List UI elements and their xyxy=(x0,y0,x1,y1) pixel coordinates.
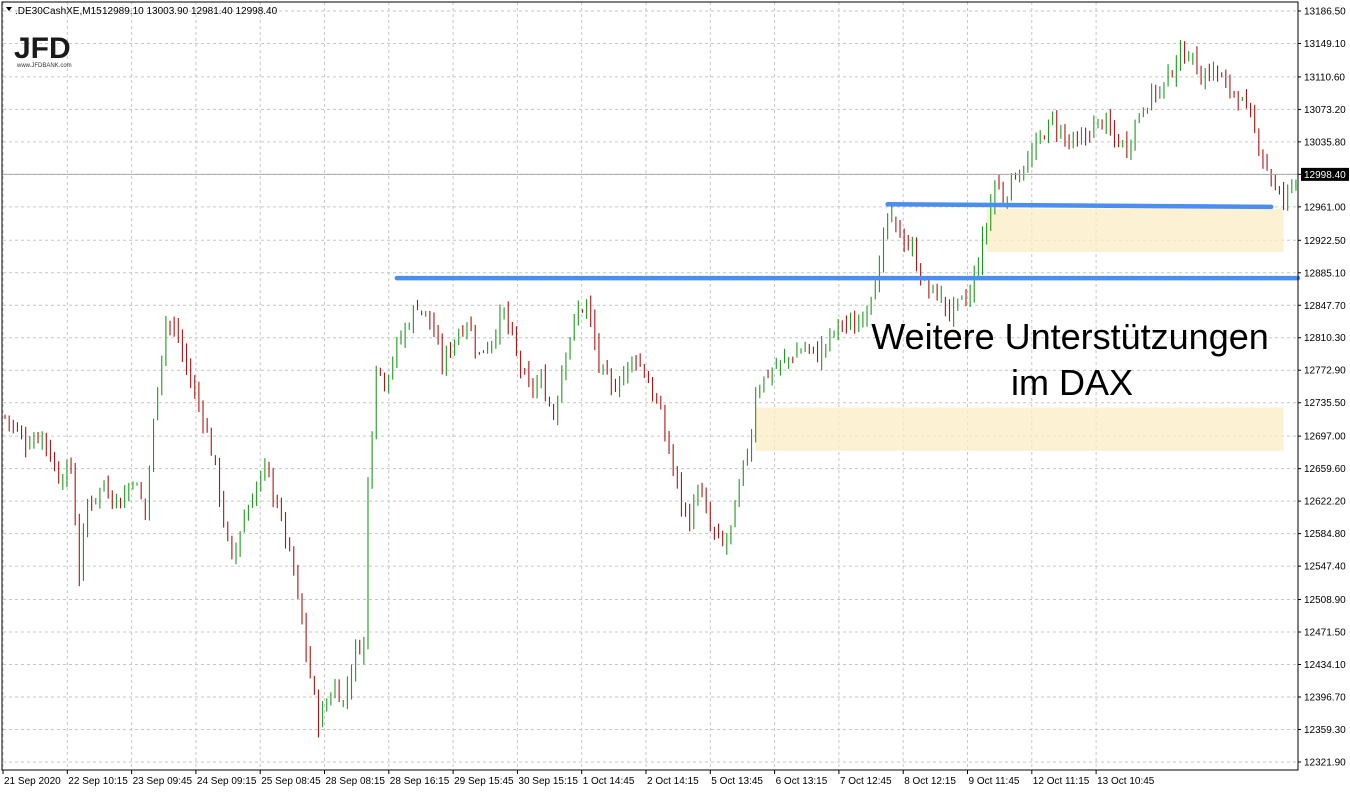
y-tick-label: 12697.00 xyxy=(1304,432,1346,443)
x-tick-label: 2 Oct 14:15 xyxy=(647,776,699,787)
jfd-logo: JFD www.JFDBANK.com xyxy=(14,32,72,69)
annotation-line-2: im DAX xyxy=(1011,362,1133,403)
x-tick-label: 9 Oct 11:45 xyxy=(969,776,1020,787)
x-tick-label: 7 Oct 12:45 xyxy=(840,776,892,787)
x-tick-label: 13 Oct 10:45 xyxy=(1097,776,1155,787)
y-tick-label: 12810.30 xyxy=(1304,333,1346,344)
x-tick-label: 6 Oct 13:15 xyxy=(776,776,828,787)
candles xyxy=(4,40,1297,738)
y-tick-label: 12847.70 xyxy=(1304,301,1346,312)
x-tick-label: 5 Oct 13:45 xyxy=(711,776,763,787)
y-tick-label: 12772.90 xyxy=(1304,366,1346,377)
y-tick-label: 12735.50 xyxy=(1304,398,1346,409)
y-tick-label: 13035.80 xyxy=(1304,137,1346,148)
support-line xyxy=(885,202,1274,210)
svg-text:12998.40: 12998.40 xyxy=(1304,170,1346,181)
x-tick-label: 30 Sep 15:15 xyxy=(518,776,578,787)
y-tick-label: 12471.50 xyxy=(1304,628,1346,639)
logo-subtitle: www.JFDBANK.com xyxy=(16,63,72,69)
x-tick-label: 12 Oct 11:15 xyxy=(1033,776,1090,787)
ohlc-values: 12989.10 13003.90 12981.40 12998.40 xyxy=(102,6,278,17)
dropdown-triangle-icon[interactable] xyxy=(6,7,12,11)
x-tick-label: 23 Sep 09:45 xyxy=(133,776,193,787)
x-tick-label: 25 Sep 08:45 xyxy=(261,776,321,787)
y-tick-label: 12584.80 xyxy=(1304,529,1346,540)
x-tick-label: 29 Sep 15:45 xyxy=(454,776,514,787)
y-tick-label: 13110.60 xyxy=(1304,72,1345,83)
y-tick-label: 12885.10 xyxy=(1304,268,1346,279)
y-tick-label: 12321.90 xyxy=(1304,757,1346,768)
support-zones xyxy=(755,208,1284,451)
x-tick-label: 8 Oct 12:15 xyxy=(904,776,956,787)
y-tick-label: 12961.00 xyxy=(1304,202,1346,213)
x-tick-label: 28 Sep 16:15 xyxy=(390,776,450,787)
x-tick-label: 21 Sep 2020 xyxy=(4,776,61,787)
x-tick-label: 28 Sep 08:15 xyxy=(326,776,386,787)
x-tick-label: 1 Oct 14:45 xyxy=(583,776,635,787)
y-tick-label: 12922.50 xyxy=(1304,236,1346,247)
logo-text: JFD xyxy=(14,32,71,65)
time-axis: 21 Sep 2020 22 Sep 10:15 23 Sep 09:45 24 Se… xyxy=(2,770,1155,787)
annotation-line-1: Weitere Unterstützungen xyxy=(871,316,1269,357)
y-tick-label: 12547.40 xyxy=(1304,562,1346,573)
support-lines xyxy=(394,202,1301,281)
y-tick-label: 12396.70 xyxy=(1304,692,1346,703)
current-price-marker: 12998.40 xyxy=(1301,167,1349,181)
plot-frame xyxy=(1,1,1299,771)
x-tick-label: 24 Sep 09:15 xyxy=(197,776,257,787)
y-tick-label: 12622.20 xyxy=(1304,497,1346,508)
price-axis: 13186.50 13149.10 13110.60 13073.20 13035.80… xyxy=(1298,7,1346,768)
support-zone xyxy=(755,407,1284,451)
y-tick-label: 13073.20 xyxy=(1304,105,1346,116)
y-tick-label: 12659.60 xyxy=(1304,464,1346,475)
y-tick-label: 13186.50 xyxy=(1304,7,1346,18)
support-zone xyxy=(986,208,1284,253)
y-tick-label: 12359.30 xyxy=(1304,725,1346,736)
y-tick-label: 12434.10 xyxy=(1304,660,1346,671)
chart-header: .DE30CashXE,M15 12989.10 13003.90 12981.… xyxy=(6,6,278,17)
symbol-label: .DE30CashXE,M15 xyxy=(15,6,102,17)
x-tick-label: 22 Sep 10:15 xyxy=(68,776,128,787)
y-tick-label: 12508.90 xyxy=(1304,595,1346,606)
y-tick-label: 13149.10 xyxy=(1304,39,1346,50)
